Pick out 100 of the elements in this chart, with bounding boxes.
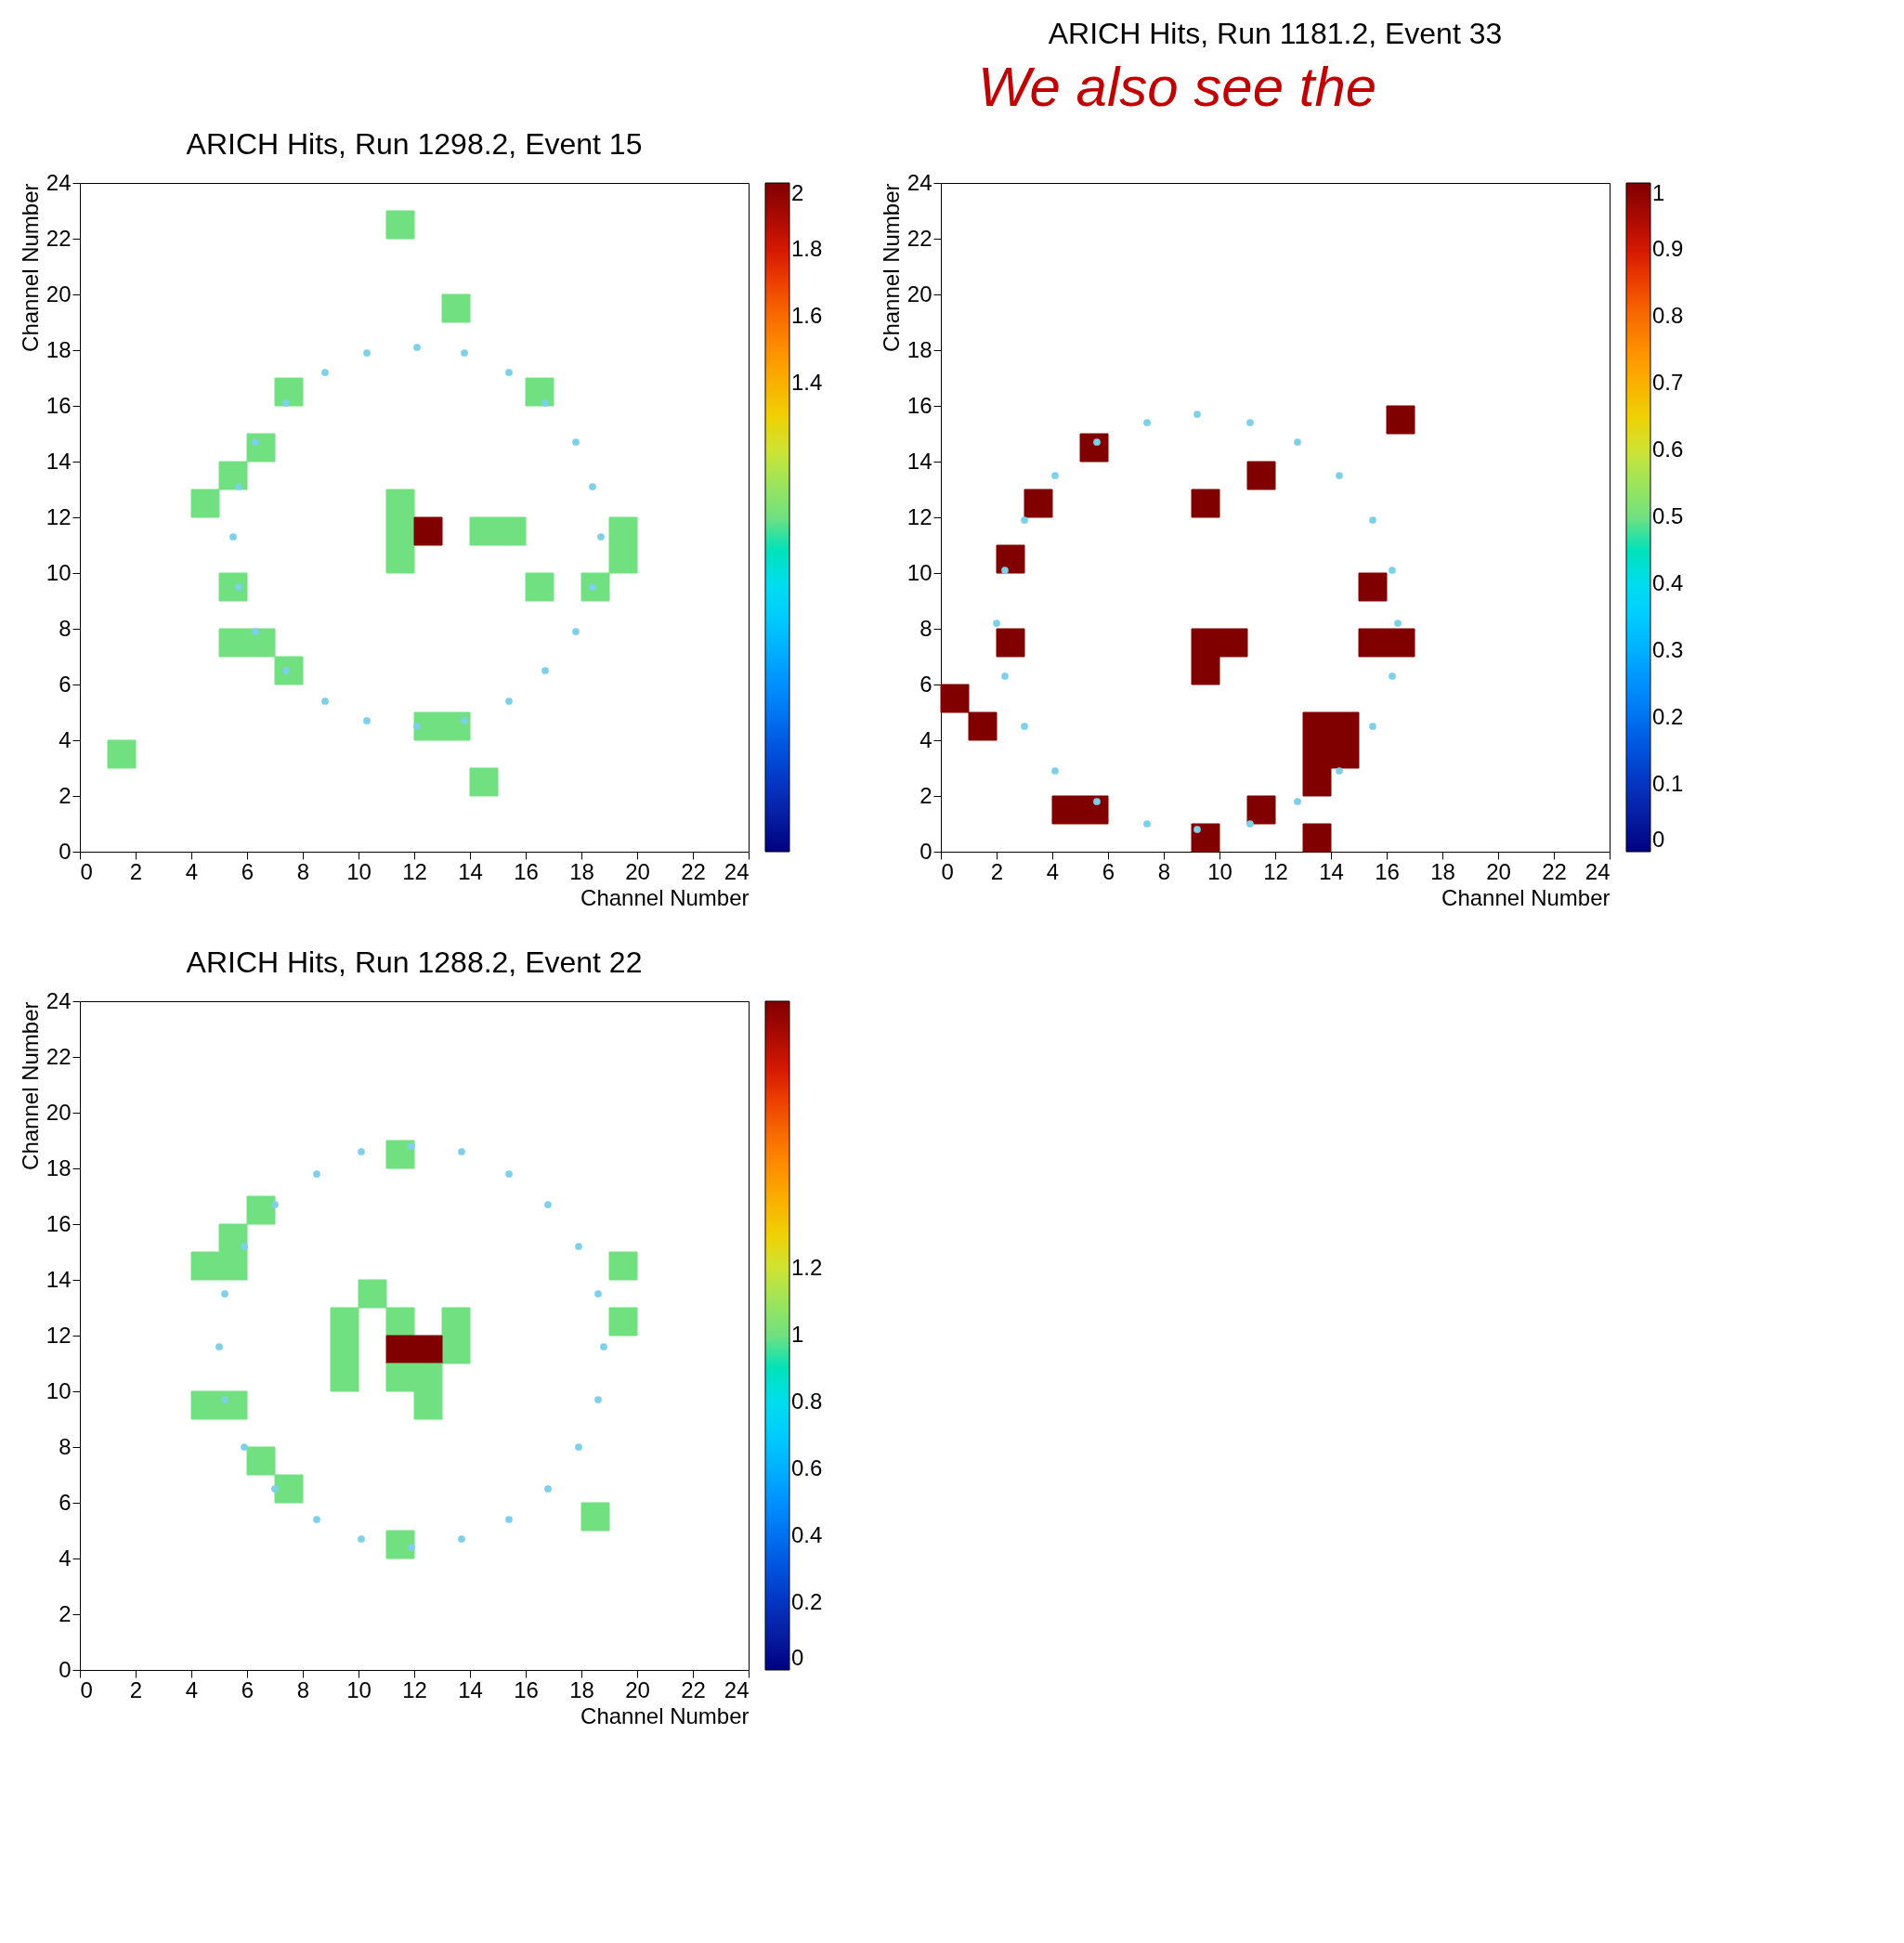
point: [968, 711, 998, 741]
point: [1369, 723, 1376, 730]
point: [229, 533, 237, 541]
color-bar-label: 1: [791, 1322, 804, 1347]
chart-title: ARICH Hits, Run 1288.2, Event 22: [186, 945, 643, 979]
point: [1191, 656, 1220, 685]
point: [594, 1290, 602, 1298]
x-tick-label: 6: [241, 1676, 254, 1702]
y-tick-label: 20: [46, 280, 72, 306]
y-axis-title: Channel Number: [17, 183, 43, 352]
x-tick-label: 6: [241, 858, 254, 884]
y-tick-label: 10: [46, 1377, 72, 1403]
x-axis-title: Channel Number: [1441, 884, 1611, 910]
y-tick-label: 20: [46, 1099, 72, 1125]
point: [541, 667, 549, 674]
y-tick-label: 2: [919, 782, 932, 808]
y-tick-label: 0: [919, 838, 932, 864]
color-bar-label: 0.2: [791, 1589, 823, 1614]
point: [385, 544, 415, 574]
point: [575, 1243, 582, 1250]
point: [608, 544, 638, 574]
point: [408, 1544, 415, 1551]
x-tick-label: 20: [625, 1676, 650, 1702]
x-tick-label: 20: [625, 858, 650, 884]
x-tick-label: 0: [80, 1676, 93, 1702]
point: [458, 1535, 465, 1543]
y-tick-label: 2: [59, 1600, 72, 1626]
y-tick-label: 14: [46, 1266, 72, 1292]
point: [246, 628, 276, 658]
color-bar-label: 0.6: [1652, 437, 1684, 462]
x-tick-label: 10: [1207, 858, 1232, 884]
point: [241, 1243, 248, 1250]
y-tick-label: 4: [59, 1545, 72, 1571]
x-tick-label: 22: [681, 1676, 706, 1702]
y-tick-label: 12: [46, 1322, 72, 1348]
y-axis-title: Channel Number: [878, 183, 904, 352]
x-tick-label: 6: [1102, 858, 1115, 884]
point: [996, 628, 1025, 658]
x-tick-label: 8: [296, 858, 310, 884]
y-tick-label: 4: [59, 726, 72, 752]
color-bar-label: 0.9: [1652, 236, 1684, 261]
point: [107, 739, 137, 769]
point: [1294, 798, 1301, 805]
x-tick-label: 14: [458, 1676, 483, 1702]
x-tick-label: 16: [1375, 858, 1400, 884]
point: [313, 1516, 320, 1523]
point: [235, 483, 242, 490]
x-tick-label: 16: [514, 1676, 539, 1702]
point: [1302, 711, 1332, 741]
point: [469, 767, 499, 797]
color-bar-label: 1.6: [791, 303, 823, 328]
point: [235, 583, 242, 591]
y-tick-label: 6: [59, 1489, 72, 1515]
point: [246, 1446, 276, 1476]
point: [1191, 628, 1220, 658]
point: [385, 516, 415, 546]
y-tick-label: 20: [906, 280, 932, 306]
point: [252, 438, 259, 446]
point: [413, 344, 421, 351]
point: [1330, 739, 1360, 769]
color-bar-label: 0.5: [1652, 503, 1684, 528]
point: [572, 628, 580, 635]
y-tick-label: 8: [59, 1433, 72, 1459]
point: [575, 1443, 582, 1451]
y-tick-label: 22: [906, 225, 932, 251]
y-tick-label: 24: [46, 169, 72, 195]
x-tick-label: 20: [1486, 858, 1511, 884]
point: [358, 1148, 365, 1155]
y-tick-label: 8: [59, 615, 72, 641]
point: [1386, 405, 1415, 435]
point: [218, 1223, 248, 1253]
x-tick-label: 4: [1046, 858, 1060, 884]
x-tick-label: 24: [724, 1676, 750, 1702]
y-tick-label: 16: [906, 392, 932, 418]
y-tick-label: 10: [46, 559, 72, 585]
point: [1079, 433, 1109, 463]
point: [608, 516, 638, 546]
point: [1246, 461, 1276, 490]
x-tick-label: 12: [402, 858, 427, 884]
point: [1191, 489, 1220, 518]
color-bar-label: 1.2: [791, 1255, 823, 1280]
color-bar-label: 1.4: [791, 370, 823, 395]
point: [385, 1307, 415, 1337]
point: [608, 1251, 638, 1281]
point: [1369, 516, 1376, 524]
point: [321, 698, 329, 705]
point: [541, 399, 549, 407]
point: [221, 1396, 228, 1403]
x-tick-label: 18: [569, 1676, 594, 1702]
point: [441, 711, 471, 741]
point: [282, 399, 290, 407]
point: [218, 461, 248, 490]
y-tick-label: 4: [919, 726, 932, 752]
point: [505, 1516, 513, 1523]
x-tick-label: 8: [296, 1676, 310, 1702]
point: [385, 489, 415, 518]
x-tick-label: 22: [1542, 858, 1567, 884]
point: [1386, 628, 1415, 658]
point: [1394, 619, 1402, 627]
point: [385, 1335, 415, 1364]
